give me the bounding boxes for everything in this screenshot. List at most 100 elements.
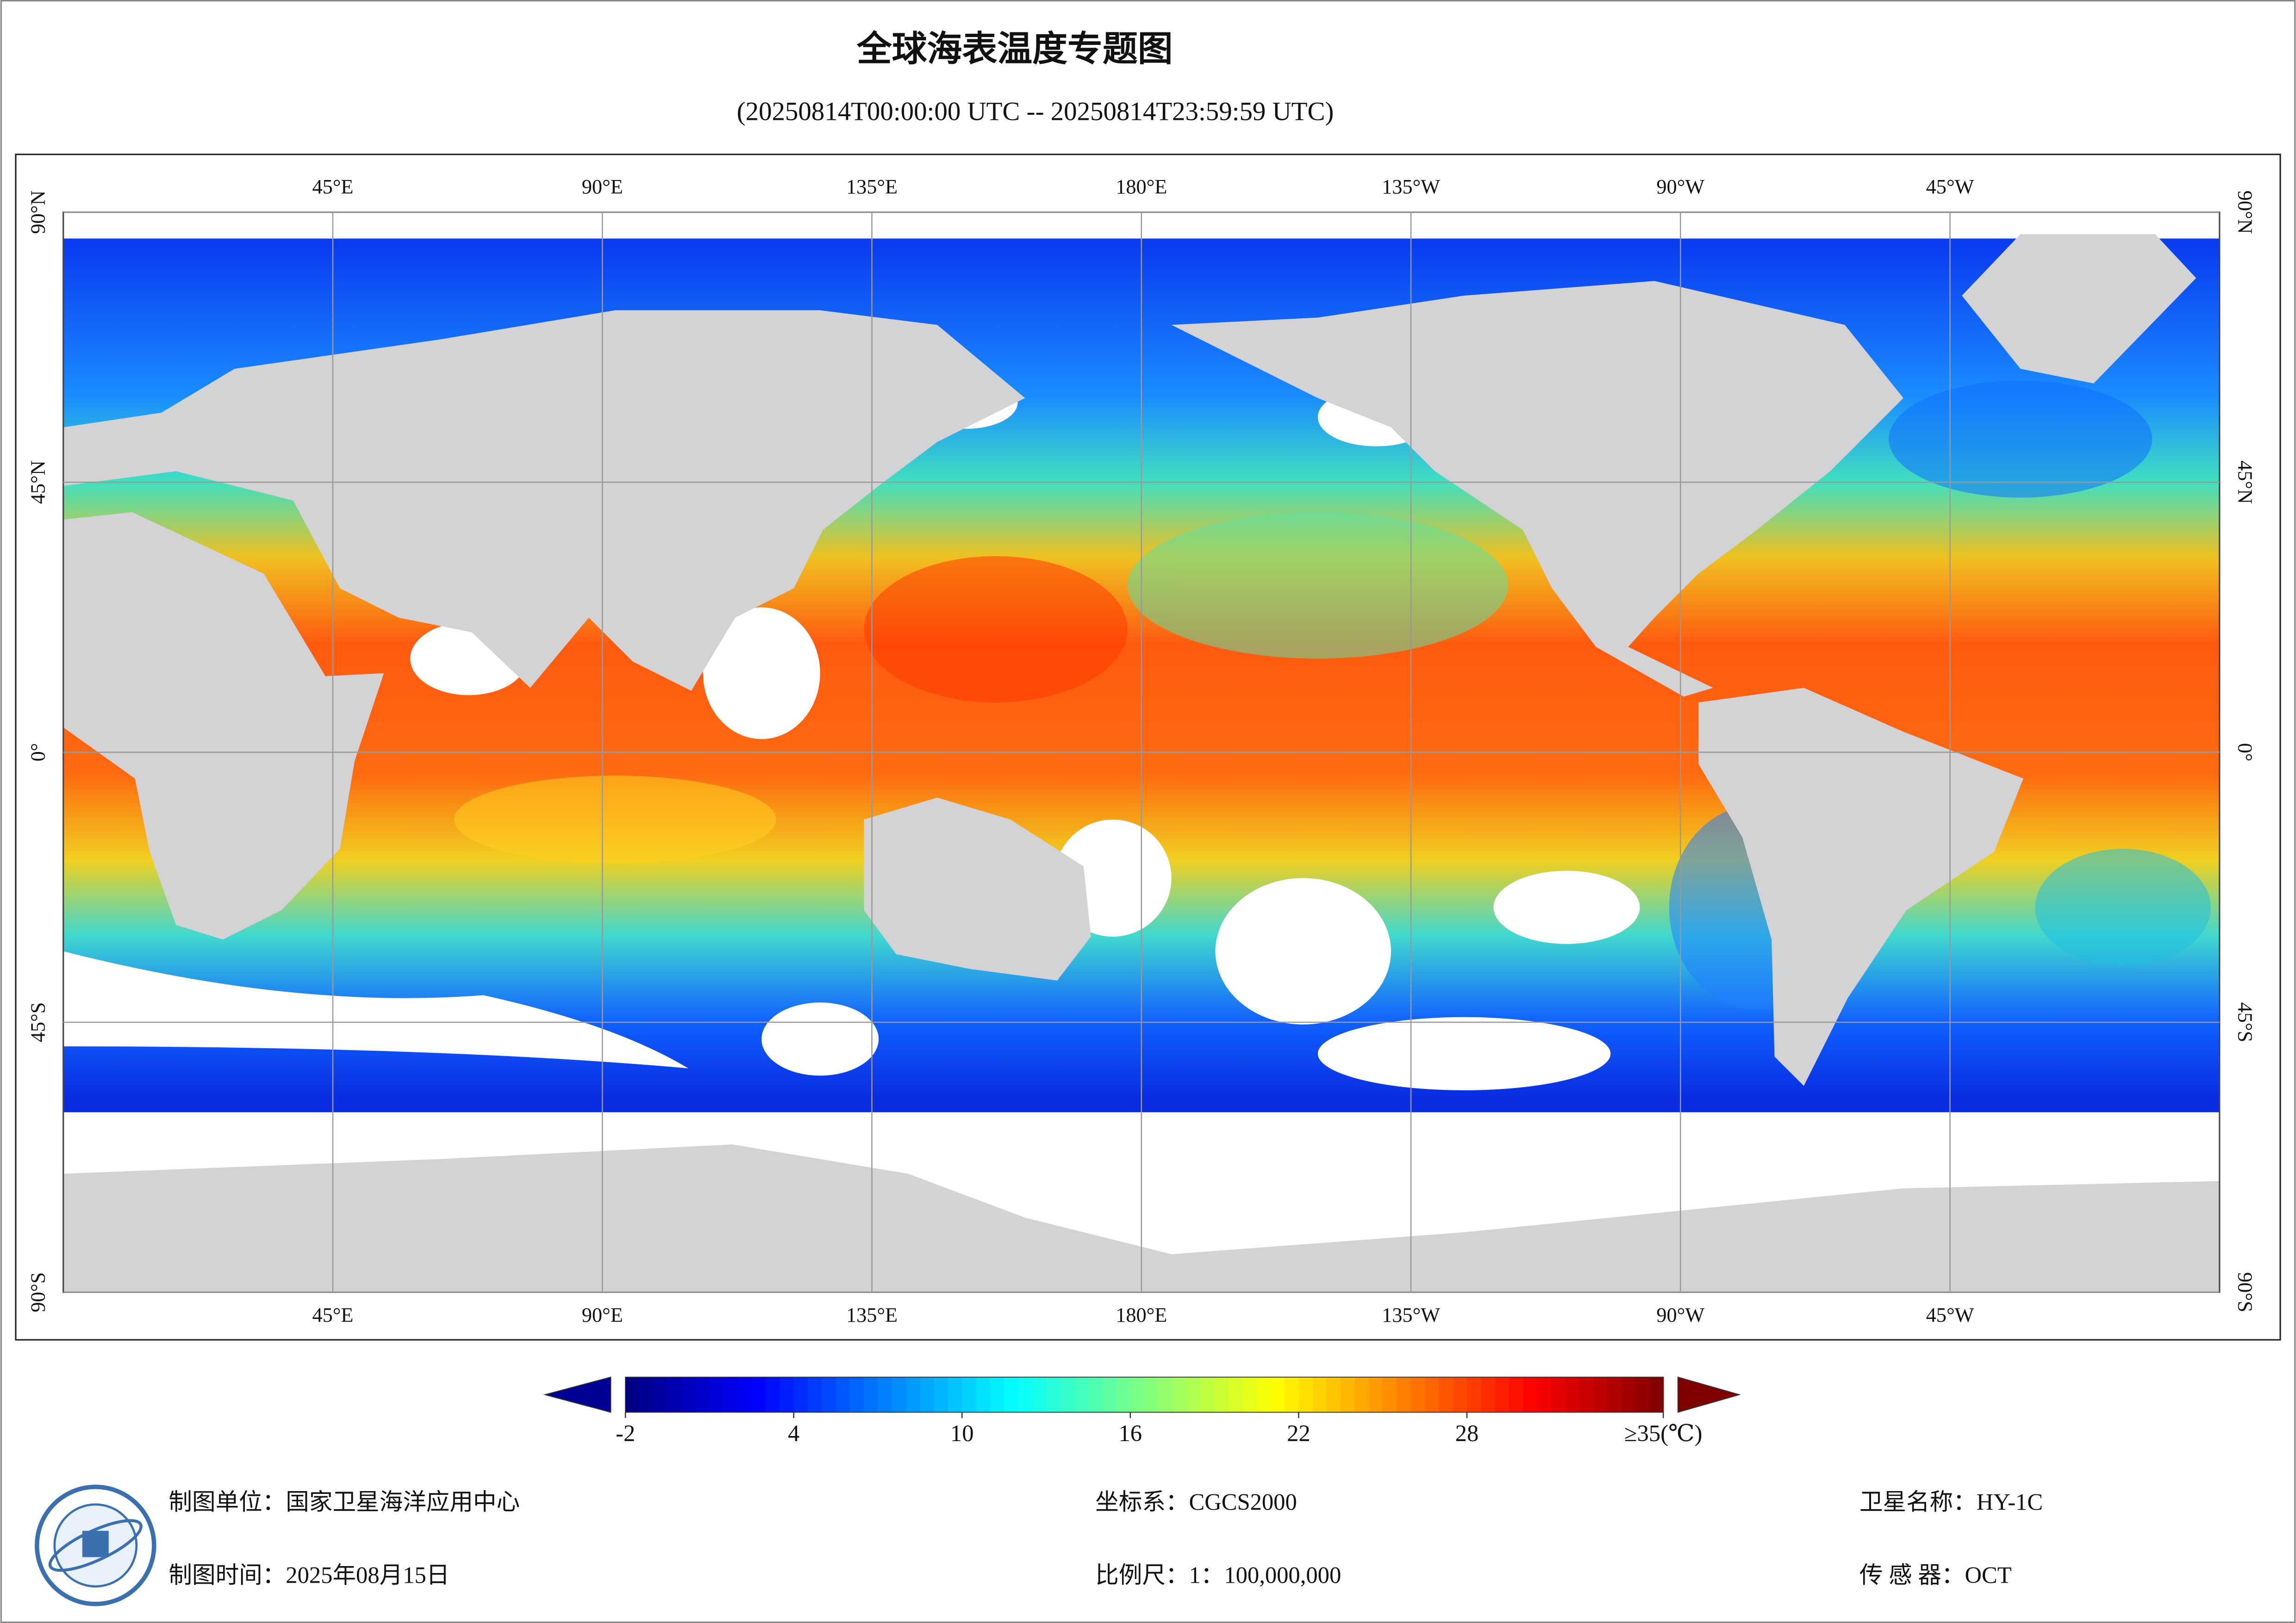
- colorbar-tick-label: ≥35(℃): [1624, 1420, 1703, 1446]
- colorbar-block: [1298, 1377, 1313, 1412]
- colorbar-block: [1032, 1377, 1047, 1412]
- colorbar-block: [1088, 1377, 1103, 1412]
- colorbar-block: [1579, 1377, 1594, 1412]
- colorbar-block: [1326, 1377, 1341, 1412]
- colorbar-block: [807, 1377, 823, 1412]
- colorbar-block: [920, 1377, 935, 1412]
- colorbar-block: [878, 1377, 892, 1412]
- lon-label-top: 45°W: [1926, 175, 1974, 198]
- colorbar-block: [1256, 1377, 1272, 1412]
- colorbar-block: [724, 1377, 738, 1412]
- lat-label-left: 0°: [26, 743, 49, 762]
- colorbar-tick-label: 10: [950, 1420, 974, 1446]
- lon-label-bottom: 45°W: [1926, 1304, 1974, 1326]
- colorbar-tick-label: 16: [1119, 1420, 1142, 1446]
- colorbar-block: [793, 1377, 809, 1412]
- colorbar-block: [1551, 1377, 1566, 1412]
- colorbar-block: [1172, 1377, 1187, 1412]
- colorbar-block: [1354, 1377, 1370, 1412]
- colorbar-block: [780, 1377, 794, 1412]
- lat-label-right: 45°N: [2234, 460, 2256, 504]
- lon-label-top: 45°E: [312, 175, 353, 198]
- lat-label-left: 45°N: [26, 460, 49, 504]
- colorbar-block: [1046, 1377, 1061, 1412]
- lon-label-bottom: 180°E: [1116, 1304, 1167, 1326]
- colorbar-block: [1102, 1377, 1117, 1412]
- colorbar-block: [892, 1377, 907, 1412]
- colorbar-tick-label: 28: [1455, 1420, 1479, 1446]
- sst-variation: [454, 380, 2211, 1010]
- colorbar-block: [1270, 1377, 1285, 1412]
- colorbar-block: [822, 1377, 836, 1412]
- logo: [35, 1485, 156, 1606]
- colorbar-block: [1312, 1377, 1328, 1412]
- lat-label-right: 90°N: [2234, 191, 2256, 234]
- map-frame: [15, 154, 2281, 1341]
- lon-label-bottom: 90°W: [1656, 1304, 1704, 1326]
- colorbar-block: [639, 1377, 654, 1412]
- colorbar-frame: [625, 1376, 1664, 1413]
- colorbar-block: [990, 1377, 1005, 1412]
- colorbar-block: [1368, 1377, 1384, 1412]
- footer-scale: 比例尺：1：100,000,000: [1095, 1562, 1341, 1588]
- colorbar-block: [906, 1377, 921, 1412]
- footer-satellite: 卫星名称：HY-1C: [1859, 1489, 2043, 1515]
- lon-label-bottom: 135°W: [1382, 1304, 1440, 1326]
- lat-label-right: 90°S: [2234, 1272, 2256, 1312]
- colorbar-block: [1200, 1377, 1215, 1412]
- colorbar-block: [1060, 1377, 1075, 1412]
- colorbar-block: [1481, 1377, 1496, 1412]
- colorbar-block: [681, 1377, 696, 1412]
- colorbar-block: [695, 1377, 711, 1412]
- colorbar-block: [1228, 1377, 1243, 1412]
- colorbar-block: [766, 1377, 780, 1412]
- colorbar-arrow-high: [1677, 1376, 1741, 1413]
- lon-label-bottom: 135°E: [846, 1304, 898, 1326]
- colorbar-block: [1565, 1377, 1580, 1412]
- colorbar-block: [1341, 1377, 1355, 1412]
- lon-label-top: 135°W: [1382, 175, 1440, 198]
- colorbar-block: [1621, 1377, 1636, 1412]
- colorbar-block: [1537, 1377, 1552, 1412]
- colorbar-block: [1439, 1377, 1454, 1412]
- colorbar-block: [1158, 1377, 1173, 1412]
- colorbar-block: [836, 1377, 851, 1412]
- colorbar-block: [962, 1377, 977, 1412]
- lon-label-top: 90°E: [582, 175, 623, 198]
- colorbar-block: [1214, 1377, 1229, 1412]
- colorbar-block: [1144, 1377, 1159, 1412]
- footer-sensor: 传 感 器：OCT: [1859, 1562, 2012, 1588]
- colorbar-block: [934, 1377, 949, 1412]
- colorbar-block: [667, 1377, 682, 1412]
- colorbar-block: [1607, 1377, 1622, 1412]
- colorbar-block: [737, 1377, 753, 1412]
- colorbar-block: [1649, 1377, 1664, 1412]
- colorbar-block: [1397, 1377, 1412, 1412]
- colorbar-block: [1453, 1377, 1468, 1412]
- footer-crs: 坐标系：CGCS2000: [1095, 1489, 1297, 1515]
- title: 全球海表温度专题图: [856, 29, 1173, 69]
- colorbar-block: [976, 1377, 991, 1412]
- colorbar-block: [1466, 1377, 1482, 1412]
- colorbar-tick-label: 4: [788, 1420, 799, 1446]
- lon-label-top: 135°E: [846, 175, 898, 198]
- colorbar-arrow-low: [543, 1376, 611, 1413]
- colorbar-block: [1593, 1377, 1608, 1412]
- colorbar-block: [849, 1377, 865, 1412]
- lat-label-right: 0°: [2234, 743, 2256, 762]
- colorbar-block: [948, 1377, 963, 1412]
- lat-label-left: 90°N: [26, 191, 49, 234]
- colorbar-block: [1523, 1377, 1538, 1412]
- subtitle: (20250814T00:00:00 UTC -- 20250814T23:59…: [737, 97, 1334, 126]
- lat-label-right: 45°S: [2234, 1002, 2256, 1043]
- lon-label-top: 90°W: [1656, 175, 1704, 198]
- colorbar-block: [625, 1377, 640, 1412]
- colorbar-tick-label: 22: [1287, 1420, 1310, 1446]
- colorbar-block: [709, 1377, 724, 1412]
- colorbar-block: [751, 1377, 767, 1412]
- colorbar-block: [864, 1377, 879, 1412]
- colorbar-block: [1186, 1377, 1201, 1412]
- colorbar-block: [1383, 1377, 1398, 1412]
- colorbar-block: [653, 1377, 668, 1412]
